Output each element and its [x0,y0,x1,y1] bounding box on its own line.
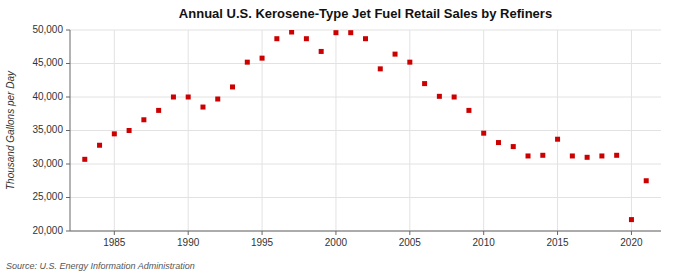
x-tick-label: 2015 [546,237,569,248]
point [585,155,590,160]
grid-line-x [188,30,189,231]
y-tick-label: 30,000 [32,158,63,169]
y-tick [66,63,70,64]
y-tick-label: 50,000 [32,24,63,35]
grid [70,30,661,231]
point [481,131,486,136]
x-tick [483,231,484,235]
point [97,143,102,148]
annotation: Source: U.S. Energy Information Administ… [6,261,195,271]
x-tick [631,231,632,235]
x-tick [409,231,410,235]
grid-line-y [70,231,661,232]
y-tick-label: 45,000 [32,57,63,68]
y-tick-label: 20,000 [32,225,63,236]
point [570,153,575,158]
y-tick [66,97,70,98]
y-tick [66,130,70,131]
x-axis-line [70,231,661,232]
point [215,97,220,102]
point [171,95,176,100]
point [289,30,294,35]
x-tick [114,231,115,235]
x-tick-label: 1990 [177,237,200,248]
y-tick [66,231,70,232]
chart-svg: 20,000 25,000 30,000 35,000 40,000 45,000 50,0… [0,0,675,275]
point [348,30,353,35]
point [496,140,501,145]
x-tick-label: 1985 [103,237,126,248]
point [274,36,279,41]
point [245,60,250,65]
point [333,30,338,35]
grid-line-y [70,164,661,165]
x-tick-label: 2010 [473,237,496,248]
x-tick-label: 2000 [325,237,348,248]
x-tick [188,231,189,235]
point [363,36,368,41]
y-tick [66,197,70,198]
grid-line-y [70,63,661,64]
point [614,153,619,158]
point [599,153,604,158]
background [0,0,675,275]
point [555,137,560,142]
point [466,108,471,113]
grid-line-y [70,130,661,131]
x-tick [262,231,263,235]
grid-line-y [70,97,661,98]
point [511,144,516,149]
point [393,52,398,57]
point [260,56,265,61]
chart-container: 20,000 25,000 30,000 35,000 40,000 45,000 50,0… [0,0,675,275]
point [629,217,634,222]
y-tick-label: 35,000 [32,124,63,135]
point [422,81,427,86]
point [319,49,324,54]
axes: 20,000 25,000 30,000 35,000 40,000 45,000 50,0… [32,24,661,248]
point [200,105,205,110]
point [82,157,87,162]
points [82,30,648,222]
point [540,153,545,158]
x-tick [335,231,336,235]
point [378,66,383,71]
y-tick-label: 25,000 [32,191,63,202]
grid-line-x [335,30,336,231]
x-tick [557,231,558,235]
grid-line-y [70,30,661,31]
point [437,94,442,99]
point [186,95,191,100]
point [156,108,161,113]
y-tick [66,30,70,31]
y-tick [66,164,70,165]
grid-line-x [557,30,558,231]
title: Annual U.S. Kerosene-Type Jet Fuel Retai… [179,6,552,21]
grid-line-x [483,30,484,231]
point [141,117,146,122]
point [644,178,649,183]
point [452,95,457,100]
y-axis-label: Thousand Gallons per Day [5,70,16,190]
point [112,131,117,136]
grid-line-y [70,197,661,198]
x-tick-label: 2020 [620,237,643,248]
point [407,60,412,65]
y-tick-label: 40,000 [32,91,63,102]
point [526,153,531,158]
point [230,84,235,89]
point [127,128,132,133]
x-tick-label: 1995 [251,237,274,248]
x-tick-label: 2005 [399,237,422,248]
grid-line-x [631,30,632,231]
point [304,36,309,41]
grid-line-x [114,30,115,231]
